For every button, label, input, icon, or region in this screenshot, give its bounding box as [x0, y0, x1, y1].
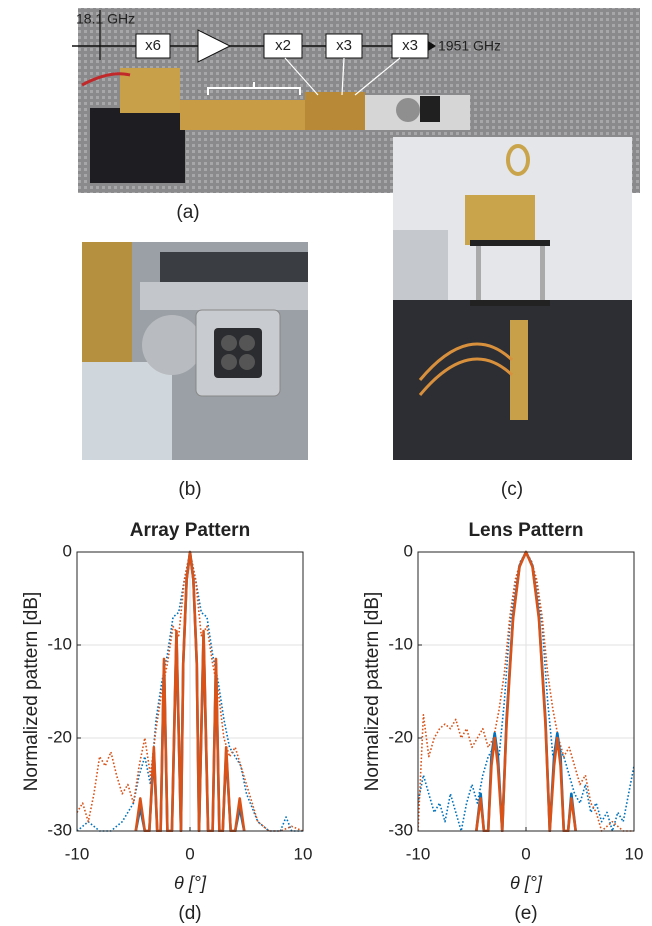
- chart: Lens Pattern -30 -20 -10 0 -10 0 10 θ [°] Normali…: [362, 520, 643, 924]
- y-tick-label: -30: [388, 820, 413, 839]
- y-tick-label: -30: [47, 820, 72, 839]
- x-tick-label: 10: [625, 844, 644, 863]
- caption: (a): [176, 202, 199, 223]
- x-tick-label: -10: [406, 844, 431, 863]
- axes-frame: [76, 551, 304, 832]
- y-axis-label: Normalized pattern [dB]: [362, 592, 383, 792]
- caption: (c): [501, 479, 523, 500]
- y-tick-label: 0: [404, 541, 413, 560]
- caption: (e): [514, 903, 537, 924]
- block-label: x3: [336, 37, 352, 54]
- y-tick-label: -20: [47, 727, 72, 746]
- x-tick-label: 10: [294, 844, 313, 863]
- output-frequency: 1951 GHz: [438, 38, 501, 54]
- block-label: x2: [275, 37, 291, 54]
- photo-b: [82, 242, 308, 460]
- block-label: x3: [402, 37, 418, 54]
- y-tick-label: -20: [388, 727, 413, 746]
- caption: (d): [178, 903, 201, 924]
- block-label: x6: [145, 37, 161, 54]
- x-tick-label: -10: [65, 844, 90, 863]
- photo-a: 18.1 GHz x6 x2 x3 x3 1951 GHz: [72, 8, 640, 193]
- chart-title: Array Pattern: [130, 520, 250, 541]
- caption: (b): [178, 479, 201, 500]
- x-tick-label: 0: [521, 844, 530, 863]
- y-tick-label: 0: [63, 541, 72, 560]
- input-frequency: 18.1 GHz: [76, 11, 135, 27]
- axes-frame: [417, 551, 635, 832]
- series-line: [77, 551, 303, 832]
- y-axis-label: Normalized pattern [dB]: [21, 592, 42, 792]
- chart-title: Lens Pattern: [468, 520, 583, 541]
- chart: Array Pattern -30 -20 -10 0 -10 0 10 θ [°] Normal…: [21, 520, 312, 924]
- x-tick-label: 0: [185, 844, 194, 863]
- y-tick-label: -10: [47, 634, 72, 653]
- y-tick-label: -10: [388, 634, 413, 653]
- photo-c: [393, 137, 632, 460]
- x-axis-label: θ [°]: [510, 873, 543, 893]
- x-axis-label: θ [°]: [174, 873, 207, 893]
